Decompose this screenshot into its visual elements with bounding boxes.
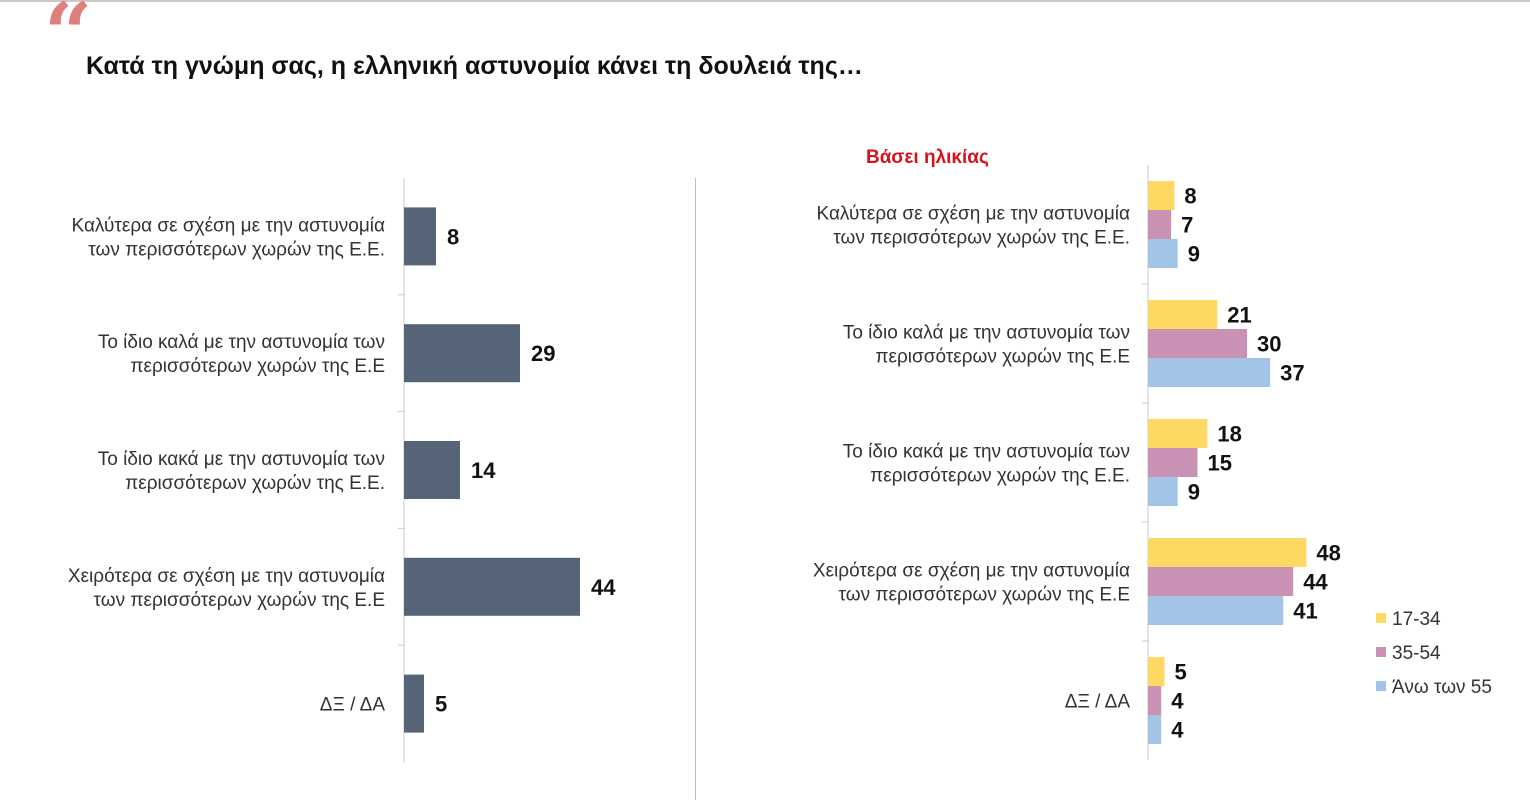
right-category-label: Καλύτερα σε σχέση με την αστυνομία	[817, 204, 1131, 225]
age-value-label: 7	[1181, 213, 1193, 238]
age-value-label: 4	[1171, 689, 1184, 714]
total-bar	[404, 324, 520, 383]
right-category-label: των περισσότερων χωρών της Ε.Ε.	[833, 228, 1130, 249]
age-bar-series-2	[1148, 686, 1162, 715]
quote-mark-icon: “	[44, 0, 93, 83]
total-value-label: 29	[531, 341, 555, 366]
age-value-label: 8	[1184, 184, 1196, 209]
right-category-label: ΔΞ / ΔΑ	[1065, 692, 1131, 713]
age-breakdown-subtitle: Βάσει ηλικίας	[866, 147, 989, 168]
legend-label: 17-34	[1392, 609, 1441, 630]
total-bar	[404, 207, 436, 266]
age-value-label: 4	[1171, 718, 1184, 743]
age-bar-series-3	[1148, 715, 1162, 744]
page-title: Κατά τη γνώμη σας, η ελληνική αστυνομία …	[86, 52, 863, 80]
total-value-label: 8	[447, 224, 459, 249]
age-bar-series-1	[1148, 419, 1208, 448]
age-value-label: 48	[1316, 541, 1340, 566]
age-bar-series-1	[1148, 538, 1307, 567]
age-bar-series-2	[1148, 567, 1294, 596]
legend-swatch	[1376, 647, 1386, 657]
total-value-label: 14	[471, 458, 496, 483]
left-category-label: Χειρότερα σε σχέση με την αστυνομία	[68, 566, 385, 587]
age-bar-series-2	[1148, 448, 1198, 477]
age-value-label: 9	[1188, 242, 1200, 267]
age-bar-series-3	[1148, 358, 1271, 387]
age-value-label: 15	[1208, 451, 1232, 476]
right-category-label: των περισσότερων χωρών της Ε.Ε	[839, 585, 1130, 606]
right-category-label: Το ίδιο κακά με την αστυνομία των	[843, 442, 1130, 463]
age-value-label: 30	[1257, 332, 1281, 357]
right-category-label: Το ίδιο καλά με την αστυνομία των	[843, 323, 1130, 344]
total-bar	[404, 441, 460, 499]
age-bar-series-3	[1148, 239, 1178, 268]
left-category-label: ΔΞ / ΔΑ	[320, 695, 386, 716]
top-rule	[0, 0, 1530, 2]
legend-swatch	[1376, 613, 1386, 623]
left-category-label: Καλύτερα σε σχέση με την αστυνομία	[72, 215, 386, 236]
right-category-label: Χειρότερα σε σχέση με την αστυνομία	[813, 561, 1130, 582]
panel-divider	[695, 178, 696, 800]
age-value-label: 37	[1280, 361, 1304, 386]
age-value-label: 5	[1175, 660, 1187, 685]
age-bar-series-1	[1148, 657, 1165, 686]
legend-label: Άνω των 55	[1392, 677, 1492, 698]
total-bar	[404, 674, 424, 733]
age-value-label: 44	[1303, 570, 1328, 595]
age-bar-series-2	[1148, 329, 1247, 358]
age-value-label: 9	[1188, 480, 1200, 505]
age-bar-series-3	[1148, 477, 1178, 506]
total-bar	[404, 557, 580, 616]
total-value-label: 44	[591, 575, 616, 600]
legend-swatch	[1376, 681, 1386, 691]
left-category-label: περισσότερων χωρών της Ε.Ε	[130, 356, 385, 377]
age-bar-series-1	[1148, 181, 1175, 210]
total-value-label: 5	[435, 692, 447, 717]
legend-label: 35-54	[1392, 643, 1441, 664]
left-category-label: Το ίδιο καλά με την αστυνομία των	[98, 332, 385, 353]
right-category-label: περισσότερων χωρών της Ε.Ε	[875, 347, 1130, 368]
age-bar-series-1	[1148, 300, 1218, 329]
age-bar-series-2	[1148, 210, 1172, 239]
age-bar-series-3	[1148, 596, 1284, 625]
left-category-label: Το ίδιο κακά με την αστυνομία των	[98, 449, 385, 470]
age-value-label: 41	[1293, 599, 1317, 624]
age-value-label: 18	[1217, 422, 1241, 447]
left-category-label: περισσότερων χωρών της Ε.Ε.	[125, 473, 385, 494]
right-category-label: περισσότερων χωρών της Ε.Ε.	[870, 466, 1130, 487]
age-value-label: 21	[1227, 303, 1251, 328]
left-category-label: των περισσότερων χωρών της Ε.Ε	[94, 590, 385, 611]
left-category-label: των περισσότερων χωρών της Ε.Ε.	[88, 239, 385, 260]
